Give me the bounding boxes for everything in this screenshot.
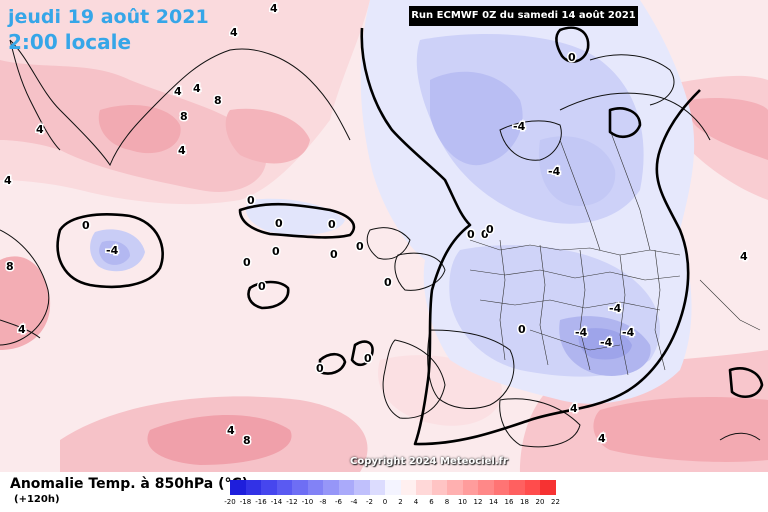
legend-swatch	[245, 480, 261, 495]
forecast-date: jeudi 19 août 2021	[8, 6, 209, 28]
legend-tick-label: -20	[224, 498, 236, 506]
contour-label: 0	[275, 217, 283, 230]
legend-tick-label: 4	[413, 498, 419, 506]
contour-label: 4	[570, 402, 578, 415]
contour-label: 0	[467, 228, 475, 241]
legend-swatch	[462, 480, 478, 495]
model-run-banner: Run ECMWF 0Z du samedi 14 août 2021	[409, 6, 638, 26]
legend-swatch	[323, 480, 339, 495]
legend-tick-label: 16	[504, 498, 514, 506]
zero-anomaly-contours	[56, 26, 764, 446]
legend-tick-label: -8	[319, 498, 327, 506]
contour-label: 4	[18, 323, 26, 336]
contour-label: 0	[316, 362, 324, 375]
contour-label: 0	[364, 352, 372, 365]
legend-tick-label: -12	[286, 498, 298, 506]
legend-swatch	[369, 480, 385, 495]
contour-label: -4	[609, 302, 622, 315]
warm-anomaly-areas	[0, 0, 768, 472]
contour-label: 4	[4, 174, 12, 187]
contour-label: 0	[518, 323, 526, 336]
legend-tick-label: -18	[239, 498, 252, 506]
legend-swatch	[338, 480, 354, 495]
legend-tick-label: 18	[520, 498, 529, 506]
contour-label: -4	[548, 165, 561, 178]
legend-tick-label: 22	[551, 498, 560, 506]
copyright-notice: Copyright 2024 Meteociel.fr	[350, 456, 508, 467]
contour-label: 4	[740, 250, 748, 263]
contour-label: 8	[243, 434, 251, 447]
contour-label: 0	[384, 276, 392, 289]
contour-label: 0	[247, 194, 255, 207]
contour-label: -4	[513, 120, 526, 133]
contour-label: -4	[575, 326, 588, 339]
contour-label: 0	[82, 219, 90, 232]
legend-swatch	[307, 480, 323, 495]
contour-label: 8	[6, 260, 14, 273]
legend-swatch	[524, 480, 540, 495]
legend-tick-label: -10	[301, 498, 314, 506]
contour-label: 0	[568, 51, 576, 64]
contour-label: 0	[243, 256, 251, 269]
contour-label: 0	[328, 218, 336, 231]
contour-label: 4	[178, 144, 186, 157]
contour-label: 4	[270, 2, 278, 15]
contour-label: 0	[330, 248, 338, 261]
legend-swatch	[431, 480, 447, 495]
contour-label: 4	[36, 123, 44, 136]
legend-tick-label: 10	[458, 498, 467, 506]
contour-label: -4	[622, 326, 635, 339]
variable-title: Anomalie Temp. à 850hPa (°C)	[10, 476, 249, 492]
legend-swatch	[416, 480, 432, 495]
country-borders	[469, 129, 761, 376]
color-scale-legend: -20 -18 -16 -14 -12 -10 -8 -6 -4 -2 0 2 4 6 8 10 12 14 16 1…	[224, 480, 570, 510]
contour-label: -4	[106, 244, 119, 257]
forecast-time: 2:00 locale	[8, 30, 132, 54]
legend-swatch	[230, 480, 246, 495]
contour-label: 0	[486, 223, 494, 236]
cold-anomaly-areas	[90, 0, 695, 404]
contour-label: 4	[230, 26, 238, 39]
contour-label: 4	[174, 85, 182, 98]
legend-swatch	[276, 480, 292, 495]
contour-label: 0	[356, 240, 364, 253]
contour-label: -4	[600, 336, 613, 349]
legend-tick-label: -14	[270, 498, 283, 506]
legend-swatch	[292, 480, 308, 495]
legend-tick-label: -6	[335, 498, 342, 506]
lead-time: (+120h)	[14, 494, 60, 505]
contour-label: 4	[227, 424, 235, 437]
legend-tick-label: 0	[382, 498, 388, 506]
contour-label: 0	[258, 280, 266, 293]
legend-tick-label: 8	[444, 498, 450, 506]
contour-label: 8	[214, 94, 222, 107]
contour-label: 4	[193, 82, 201, 95]
legend-swatch	[509, 480, 525, 495]
legend-tick-label: 2	[398, 498, 403, 506]
legend-swatch	[478, 480, 494, 495]
legend-tick-label: -16	[255, 498, 267, 506]
legend-tick-label: 6	[429, 498, 434, 506]
legend-swatch	[354, 480, 370, 495]
legend-tick-label: 20	[535, 498, 545, 506]
contour-label: 4	[598, 432, 606, 445]
coastlines	[0, 39, 761, 448]
legend-tick-label: 14	[489, 498, 498, 506]
contour-label: 0	[272, 245, 280, 258]
contour-label: 8	[180, 110, 188, 123]
legend-tick-label: -2	[366, 498, 373, 506]
legend-swatch	[385, 480, 401, 495]
contour-label: 0	[481, 228, 489, 241]
legend-swatch	[447, 480, 463, 495]
legend-swatch	[261, 480, 277, 495]
legend-swatch	[493, 480, 509, 495]
legend-swatch	[540, 480, 556, 495]
legend-tick-label: -4	[350, 498, 358, 506]
legend-swatch	[400, 480, 416, 495]
legend-tick-label: 12	[473, 498, 483, 506]
